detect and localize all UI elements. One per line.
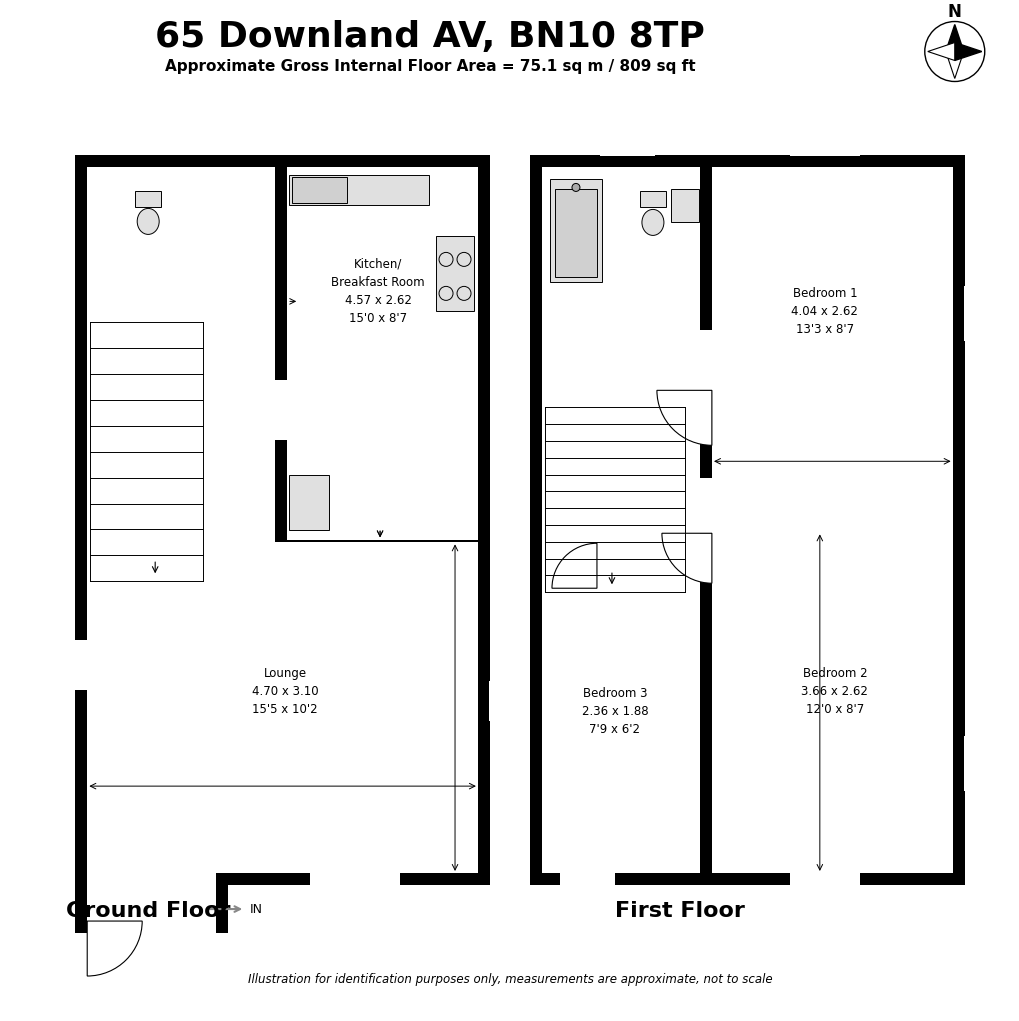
Ellipse shape: [138, 208, 159, 235]
Ellipse shape: [457, 252, 471, 266]
Bar: [599, 143, 654, 156]
Bar: [530, 155, 964, 885]
Bar: [250, 379, 262, 443]
Wedge shape: [656, 390, 711, 445]
Text: N: N: [947, 2, 961, 20]
Bar: [789, 143, 859, 156]
Text: Illustration for identification purposes only, measurements are approximate, not: Illustration for identification purposes…: [248, 973, 771, 985]
Ellipse shape: [641, 209, 663, 236]
Ellipse shape: [438, 252, 452, 266]
Bar: [541, 390, 699, 600]
Bar: [699, 335, 712, 390]
Bar: [286, 167, 478, 540]
Text: First Floor: First Floor: [614, 902, 744, 921]
Bar: [541, 600, 699, 873]
Bar: [288, 476, 329, 530]
Bar: [699, 548, 769, 561]
Bar: [769, 490, 782, 561]
Bar: [75, 600, 489, 613]
Bar: [559, 872, 614, 886]
Text: 65 Downland AV, BN10 8TP: 65 Downland AV, BN10 8TP: [155, 19, 704, 53]
Bar: [530, 588, 699, 600]
Bar: [711, 167, 952, 521]
Bar: [699, 331, 712, 390]
Bar: [205, 167, 275, 600]
Wedge shape: [88, 921, 142, 976]
Ellipse shape: [572, 184, 580, 191]
Bar: [250, 372, 286, 383]
Bar: [789, 872, 859, 886]
Wedge shape: [551, 543, 596, 588]
Bar: [88, 600, 205, 613]
Polygon shape: [945, 51, 963, 79]
Bar: [136, 191, 161, 207]
Polygon shape: [954, 43, 981, 60]
Ellipse shape: [438, 286, 452, 300]
Bar: [74, 640, 88, 690]
Bar: [75, 155, 489, 885]
Bar: [288, 176, 429, 205]
Bar: [699, 490, 711, 561]
Text: IN: IN: [250, 903, 263, 916]
Bar: [711, 521, 952, 873]
Bar: [549, 180, 601, 283]
Bar: [275, 381, 287, 440]
Bar: [699, 521, 964, 532]
Bar: [541, 167, 699, 390]
Bar: [639, 191, 665, 207]
Bar: [88, 167, 205, 321]
Wedge shape: [661, 533, 711, 583]
Text: Bedroom 3
2.36 x 1.88
7'9 x 6'2: Bedroom 3 2.36 x 1.88 7'9 x 6'2: [581, 687, 648, 736]
Bar: [88, 321, 205, 600]
Bar: [963, 286, 977, 341]
Polygon shape: [927, 43, 954, 60]
Bar: [75, 885, 228, 933]
Text: Bedroom 1
4.04 x 2.62
13'3 x 8'7: Bedroom 1 4.04 x 2.62 13'3 x 8'7: [791, 287, 857, 336]
Bar: [270, 873, 282, 885]
Text: Approximate Gross Internal Floor Area = 75.1 sq m / 809 sq ft: Approximate Gross Internal Floor Area = …: [164, 59, 695, 74]
Text: Kitchen/
Breakfast Room
4.57 x 2.62
15'0 x 8'7: Kitchen/ Breakfast Room 4.57 x 2.62 15'0…: [331, 258, 425, 325]
Bar: [275, 155, 286, 540]
Text: Lounge
4.70 x 3.10
15'5 x 10'2: Lounge 4.70 x 3.10 15'5 x 10'2: [252, 667, 318, 716]
Bar: [88, 872, 216, 886]
Bar: [963, 736, 977, 791]
Text: Bedroom 2
3.66 x 2.62
12'0 x 8'7: Bedroom 2 3.66 x 2.62 12'0 x 8'7: [801, 667, 867, 716]
Bar: [115, 320, 165, 334]
Text: Ground Floor: Ground Floor: [66, 902, 230, 921]
Bar: [88, 521, 190, 600]
Bar: [554, 190, 596, 278]
Bar: [435, 237, 474, 311]
Bar: [488, 681, 502, 721]
Bar: [251, 382, 275, 442]
Bar: [88, 920, 216, 933]
Bar: [88, 542, 478, 873]
Bar: [88, 885, 216, 921]
Bar: [699, 478, 712, 533]
Bar: [699, 155, 711, 390]
Bar: [541, 587, 596, 600]
Bar: [310, 872, 399, 886]
Bar: [541, 378, 596, 391]
Bar: [291, 178, 346, 203]
Bar: [88, 321, 205, 600]
Bar: [711, 490, 769, 548]
Bar: [75, 321, 205, 333]
Polygon shape: [945, 25, 963, 51]
Ellipse shape: [457, 286, 471, 300]
Bar: [671, 190, 698, 223]
